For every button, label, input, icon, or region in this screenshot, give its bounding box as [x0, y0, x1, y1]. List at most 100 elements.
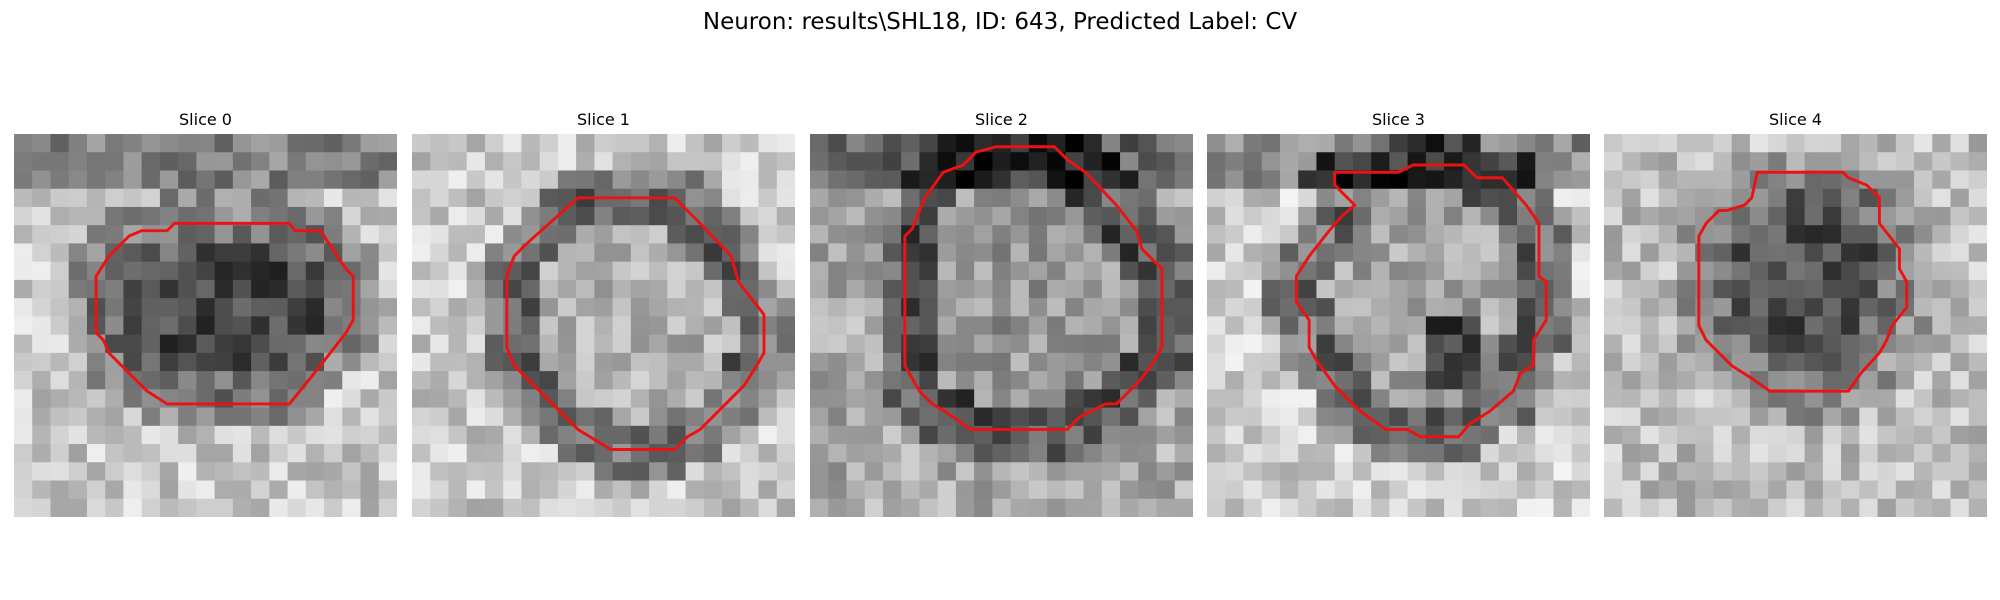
pixel	[360, 371, 380, 390]
pixel	[1604, 389, 1623, 408]
pixel	[1138, 480, 1157, 500]
pixel	[521, 170, 541, 190]
pixel	[1640, 243, 1660, 263]
pixel	[484, 134, 504, 153]
pixel	[1914, 298, 1933, 317]
pixel	[1950, 444, 1970, 463]
pixel	[1604, 444, 1623, 463]
pixel	[919, 407, 939, 427]
pixel	[1225, 444, 1244, 463]
pixel	[178, 134, 197, 153]
pixel	[412, 316, 431, 335]
pixel	[919, 170, 939, 190]
pixel	[901, 462, 920, 481]
pixel	[196, 261, 215, 281]
pixel	[305, 334, 325, 354]
pixel	[776, 462, 795, 481]
pixel	[1316, 188, 1336, 208]
pixel	[360, 170, 380, 190]
pixel	[196, 279, 215, 299]
pixel	[1822, 498, 1842, 517]
pixel	[123, 480, 143, 500]
pixel	[1101, 206, 1121, 226]
pixel	[1243, 188, 1263, 208]
pixel	[667, 334, 686, 354]
pixel	[360, 188, 380, 208]
pixel	[1174, 389, 1193, 408]
pixel-grid	[810, 134, 1193, 517]
pixel	[105, 206, 124, 226]
pixel	[1225, 206, 1244, 226]
pixel	[1786, 188, 1805, 208]
pixel	[1243, 371, 1263, 390]
pixel	[649, 389, 668, 408]
pixel	[1261, 206, 1281, 226]
pixel	[685, 316, 705, 335]
pixel	[1713, 425, 1733, 445]
pixel	[1695, 206, 1714, 226]
pixel	[324, 480, 343, 500]
pixel	[630, 371, 650, 390]
pixel	[612, 334, 632, 354]
pixel	[685, 462, 705, 481]
pixel	[1914, 462, 1933, 481]
pixel	[1968, 298, 1987, 317]
pixel	[1028, 206, 1048, 226]
pixel	[430, 261, 449, 281]
pixel	[1553, 480, 1573, 500]
pixel	[378, 498, 397, 517]
pixel	[484, 225, 504, 244]
pixel	[1517, 243, 1536, 263]
pixel	[828, 316, 847, 335]
pixel	[1225, 498, 1244, 517]
pixel	[503, 371, 522, 390]
pixel	[269, 152, 288, 171]
pixel	[630, 206, 650, 226]
pixel	[503, 243, 522, 263]
pixel	[1316, 298, 1336, 317]
pixel	[14, 261, 33, 281]
pixel	[378, 462, 397, 481]
pixel	[1553, 152, 1573, 171]
pixel	[1407, 134, 1427, 153]
pixel	[576, 206, 595, 226]
pixel	[955, 407, 975, 427]
pixel	[269, 352, 288, 372]
pixel	[576, 407, 595, 427]
pixel	[937, 462, 957, 481]
pixel	[1083, 425, 1103, 445]
pixel	[32, 462, 51, 481]
pixel	[1207, 444, 1226, 463]
pixel	[740, 206, 759, 226]
pixel	[232, 316, 252, 335]
pixel	[484, 188, 504, 208]
pixel	[1498, 462, 1518, 481]
pixel	[1968, 389, 1987, 408]
pixel	[214, 498, 234, 517]
pixel	[776, 225, 795, 244]
pixel	[360, 425, 380, 445]
pixel	[1658, 261, 1678, 281]
pixel	[1371, 261, 1390, 281]
pixel	[1786, 352, 1805, 372]
pixel	[1261, 444, 1281, 463]
pixel	[1553, 334, 1573, 354]
pixel	[1968, 425, 1987, 445]
pixel	[1713, 498, 1733, 517]
slice-panel-0: Slice 0	[14, 110, 397, 518]
pixel	[50, 261, 70, 281]
pixel	[141, 170, 161, 190]
pixel	[1225, 261, 1244, 281]
pixel	[846, 462, 866, 481]
pixel	[1786, 480, 1805, 500]
pixel	[430, 389, 449, 408]
pixel	[1968, 279, 1987, 299]
pixel	[1334, 261, 1354, 281]
pixel	[521, 498, 541, 517]
pixel	[1389, 352, 1408, 372]
pixel	[68, 225, 88, 244]
pixel	[1065, 352, 1084, 372]
pixel	[123, 352, 143, 372]
pixel	[1968, 206, 1987, 226]
pixel	[342, 425, 361, 445]
